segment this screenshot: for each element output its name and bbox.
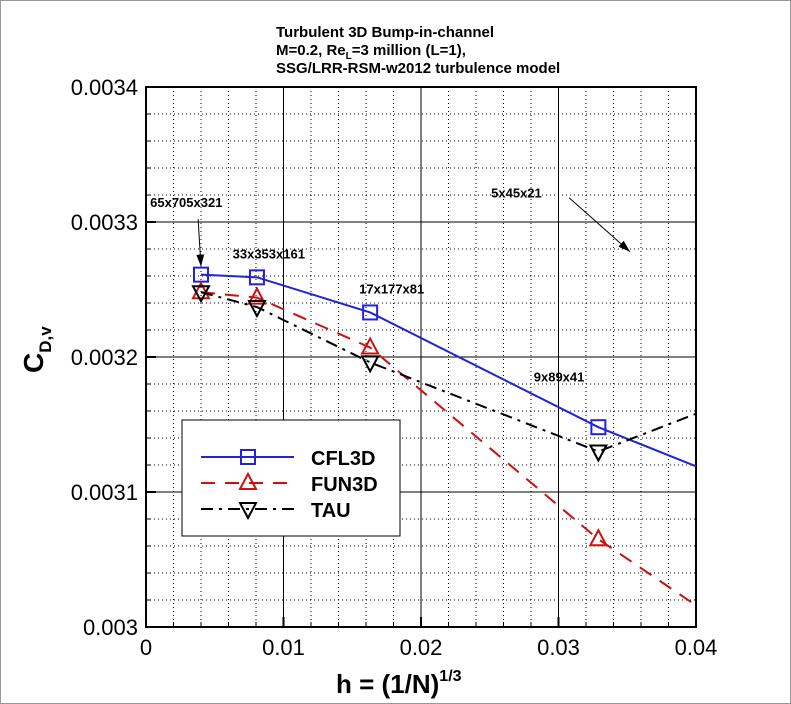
series-tau: [191, 285, 696, 463]
triangle-down-marker: [588, 444, 609, 463]
axes: 0 0.01 0.02 0.03 0.04 0.003 0.0031 0.0032 0.0033…: [71, 75, 718, 660]
square-marker: [590, 419, 607, 436]
triangle-down-marker: [191, 285, 211, 304]
y-tick-label: 0.003: [83, 615, 138, 640]
series-layer: [191, 266, 696, 607]
series-line: [200, 273, 696, 468]
square-marker: [248, 269, 265, 286]
annotation-label: 33x353x161: [233, 246, 305, 261]
title-line-3: SSG/LRR-RSM-w2012 turbulence model: [276, 60, 560, 77]
series-fun3d: [191, 281, 696, 607]
triangle-up-marker: [588, 528, 609, 547]
legend-label-fun3d: FUN3D: [311, 474, 378, 496]
annotation-arrow: [196, 219, 205, 267]
plot-frame: [145, 86, 697, 628]
x-tick-label: 0: [140, 635, 152, 660]
square-marker: [362, 304, 379, 321]
x-tick-label: 0.01: [262, 635, 305, 660]
annotations: 65x705x321 33x353x161 17x177x81 9x89x41 5x45…: [150, 186, 631, 384]
x-tick-label: 0.03: [537, 635, 580, 660]
annotation-label: 5x45x21: [491, 186, 542, 201]
annotation-label: 65x705x321: [150, 195, 222, 210]
y-tick-label: 0.0034: [71, 75, 138, 100]
grid: [146, 87, 696, 627]
legend-label-tau: TAU: [311, 500, 351, 522]
x-tick-label: 0.02: [400, 635, 443, 660]
legend-label-cfl3d: CFL3D: [311, 448, 375, 470]
y-tick-label: 0.0031: [71, 480, 138, 505]
series-line: [200, 291, 696, 453]
y-tick-label: 0.0032: [71, 345, 138, 370]
triangle-up-marker: [247, 286, 267, 305]
triangle-down-marker: [238, 502, 258, 521]
triangle-up-marker: [191, 281, 211, 300]
annotation-label: 17x177x81: [359, 282, 424, 297]
triangle-up-marker: [238, 471, 258, 490]
triangle-down-marker: [360, 355, 380, 374]
square-marker: [240, 449, 256, 465]
triangle-up-marker: [360, 336, 380, 355]
annotation-label: 9x89x41: [534, 369, 585, 384]
x-tick-label: 0.04: [675, 635, 718, 660]
x-axis-label: h = (1/N)1/3: [336, 668, 462, 699]
series-line: [200, 291, 696, 607]
title-line-1: Turbulent 3D Bump-in-channel: [276, 24, 494, 41]
triangle-down-marker: [247, 300, 267, 319]
y-axis-label: CD,v: [18, 326, 55, 373]
legend: CFL3D FUN3D TAU: [181, 419, 401, 537]
annotation-arrow: [568, 197, 631, 253]
title-line-2: M=0.2, ReL=3 million (L=1),: [276, 42, 466, 62]
y-tick-label: 0.0033: [71, 210, 138, 235]
